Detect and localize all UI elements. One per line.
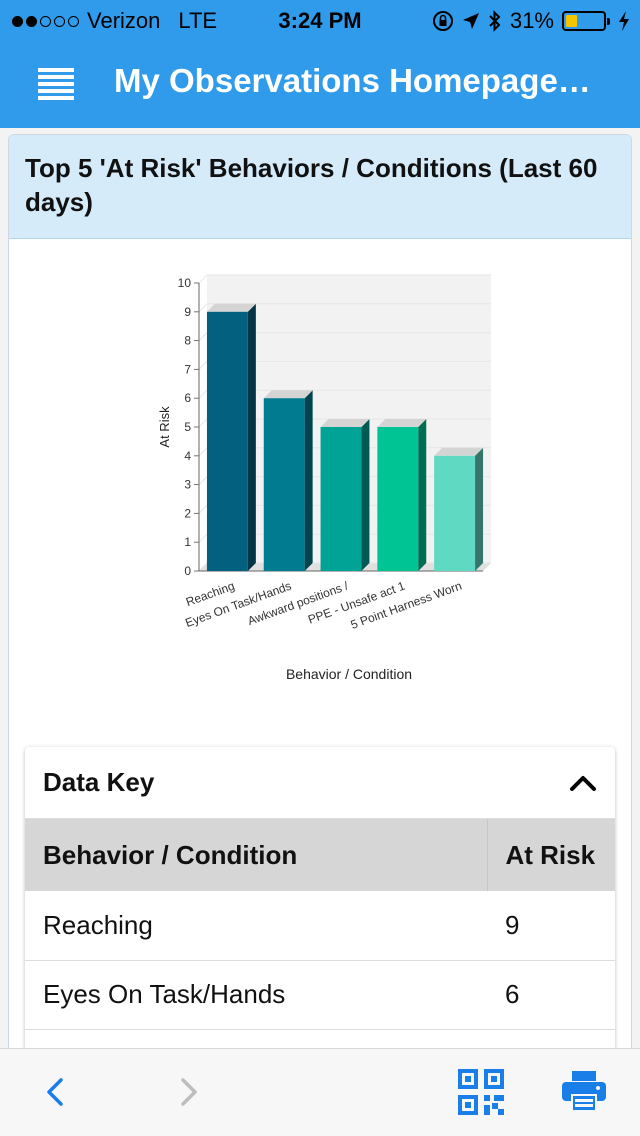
bottom-toolbar xyxy=(0,1048,640,1136)
grid-line xyxy=(198,389,208,399)
bar-side xyxy=(475,447,484,571)
bar xyxy=(263,398,305,571)
battery-icon xyxy=(562,11,610,31)
table-row[interactable] xyxy=(25,1029,615,1048)
chart-card: Top 5 'At Risk' Behaviors / Conditions (… xyxy=(8,134,632,1048)
signal-dot xyxy=(12,15,23,27)
y-tick-label: 4 xyxy=(184,449,191,463)
bar xyxy=(320,427,362,571)
y-axis-title: At Risk xyxy=(157,406,172,448)
bar-side xyxy=(361,419,370,571)
chevron-left-icon[interactable] xyxy=(44,1077,68,1107)
bar-side xyxy=(418,419,427,571)
data-key-header[interactable]: Data Key xyxy=(25,747,615,819)
bar-top xyxy=(377,419,427,427)
bar-top xyxy=(320,419,370,427)
bar-side xyxy=(304,390,313,571)
y-tick-label: 6 xyxy=(184,391,191,405)
data-key-table: Behavior / Condition At Risk Reaching 9 … xyxy=(25,819,615,1048)
y-tick-label: 9 xyxy=(184,305,191,319)
bar-side xyxy=(247,303,256,571)
at-risk-cell xyxy=(487,1029,615,1048)
chevron-right-icon[interactable] xyxy=(176,1077,200,1107)
y-tick-label: 7 xyxy=(184,362,191,376)
card-header: Top 5 'At Risk' Behaviors / Conditions (… xyxy=(9,135,631,239)
table-header-row: Behavior / Condition At Risk xyxy=(25,819,615,891)
data-key-title: Data Key xyxy=(43,767,155,797)
qr-code-icon[interactable] xyxy=(458,1069,504,1115)
grid-line xyxy=(198,418,208,428)
status-left: Verizon LTE xyxy=(12,8,217,34)
bar-top xyxy=(263,390,313,399)
bar-top xyxy=(206,303,256,312)
behavior-cell xyxy=(25,1029,487,1048)
x-axis-title: Behavior / Condition xyxy=(286,666,412,682)
signal-dot xyxy=(40,15,51,27)
y-tick-label: 0 xyxy=(184,564,191,578)
column-header-at-risk[interactable]: At Risk xyxy=(486,819,615,891)
grid-line xyxy=(198,303,208,313)
y-tick-label: 10 xyxy=(178,276,192,290)
grid-line xyxy=(198,505,208,514)
signal-dot xyxy=(68,15,79,27)
network-type: LTE xyxy=(178,8,218,33)
battery-percent: 31% xyxy=(509,8,554,33)
y-tick-label: 2 xyxy=(184,506,191,520)
bar-chart: 0 1 2 3 4 5 6 7 8 9 10 Reaching Eyes On Task/Hands Aw… xyxy=(139,263,491,683)
table-row[interactable]: Reaching 9 xyxy=(25,891,615,961)
y-tick-label: 1 xyxy=(184,535,191,549)
bar xyxy=(206,311,248,571)
signal-strength-icon xyxy=(12,15,79,27)
behavior-cell: Reaching xyxy=(25,891,487,961)
orientation-lock-icon xyxy=(432,11,453,31)
bar xyxy=(434,455,476,571)
charging-icon xyxy=(619,11,629,31)
signal-dot xyxy=(54,15,65,27)
grid-line xyxy=(198,562,208,572)
bar-top xyxy=(434,447,484,456)
y-tick-label: 3 xyxy=(184,478,191,492)
at-risk-cell: 6 xyxy=(487,960,615,1030)
chevron-up-icon[interactable] xyxy=(569,773,597,793)
y-tick-label: 8 xyxy=(184,334,191,348)
carrier-name: Verizon xyxy=(87,8,161,33)
grid-line xyxy=(198,447,208,457)
grid-line xyxy=(198,361,208,370)
status-right: 31% xyxy=(432,8,630,34)
content-area[interactable]: Top 5 'At Risk' Behaviors / Conditions (… xyxy=(0,128,640,1048)
status-bar: Verizon LTE 3:24 PM 31% xyxy=(0,0,640,40)
data-key-panel: Data Key Behavior / Condition At Risk Re… xyxy=(25,747,615,1048)
printer-icon[interactable] xyxy=(562,1069,606,1113)
page-title: My Observations Homepage… xyxy=(114,62,591,99)
location-icon xyxy=(462,13,479,29)
grid-line xyxy=(198,476,208,485)
behavior-cell: Eyes On Task/Hands xyxy=(25,960,487,1030)
grid-line xyxy=(198,274,208,284)
nav-bar: My Observations Homepage… xyxy=(0,40,640,128)
y-tick-label: 5 xyxy=(184,420,191,434)
column-header-behavior[interactable]: Behavior / Condition xyxy=(25,819,487,891)
grid-line xyxy=(198,332,208,341)
bluetooth-icon xyxy=(489,10,501,32)
table-row[interactable]: Eyes On Task/Hands 6 xyxy=(25,960,615,1030)
card-title: Top 5 'At Risk' Behaviors / Conditions (… xyxy=(25,153,598,217)
bar xyxy=(377,427,419,571)
hamburger-menu-icon[interactable] xyxy=(38,68,74,100)
signal-dot xyxy=(26,15,37,27)
status-time: 3:24 PM xyxy=(278,8,362,33)
grid-line xyxy=(198,533,208,543)
at-risk-cell: 9 xyxy=(487,891,615,961)
